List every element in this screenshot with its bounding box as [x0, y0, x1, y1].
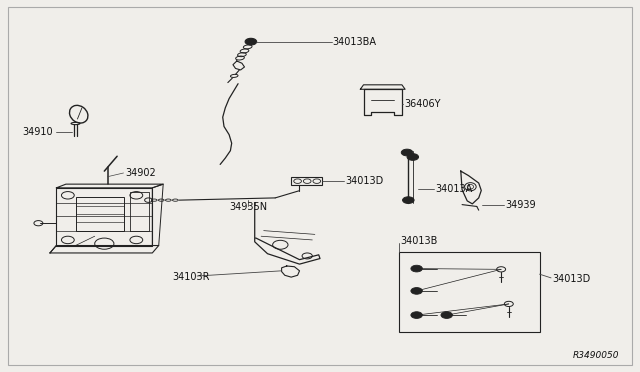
Text: 34013BA: 34013BA [333, 37, 377, 46]
Text: 34013A: 34013A [435, 184, 472, 194]
Circle shape [401, 149, 413, 156]
Circle shape [245, 38, 257, 45]
Bar [291, 177, 322, 185]
Text: 36406Y: 36406Y [404, 99, 441, 109]
Bar [76, 197, 124, 231]
Text: 34013D: 34013D [346, 176, 384, 186]
Text: 34103R: 34103R [173, 272, 211, 282]
Text: 34910: 34910 [22, 127, 53, 137]
Circle shape [403, 197, 414, 203]
Bar [399, 252, 540, 332]
Text: 34902: 34902 [125, 168, 156, 178]
Circle shape [407, 154, 419, 160]
Text: 34013B: 34013B [400, 236, 437, 246]
Text: 34935N: 34935N [229, 202, 268, 212]
Circle shape [441, 312, 452, 318]
Circle shape [411, 312, 422, 318]
Text: R3490050: R3490050 [573, 351, 620, 360]
Circle shape [411, 265, 422, 272]
Circle shape [411, 288, 422, 294]
Text: 34013D: 34013D [552, 274, 591, 283]
Text: 34939: 34939 [506, 200, 536, 209]
